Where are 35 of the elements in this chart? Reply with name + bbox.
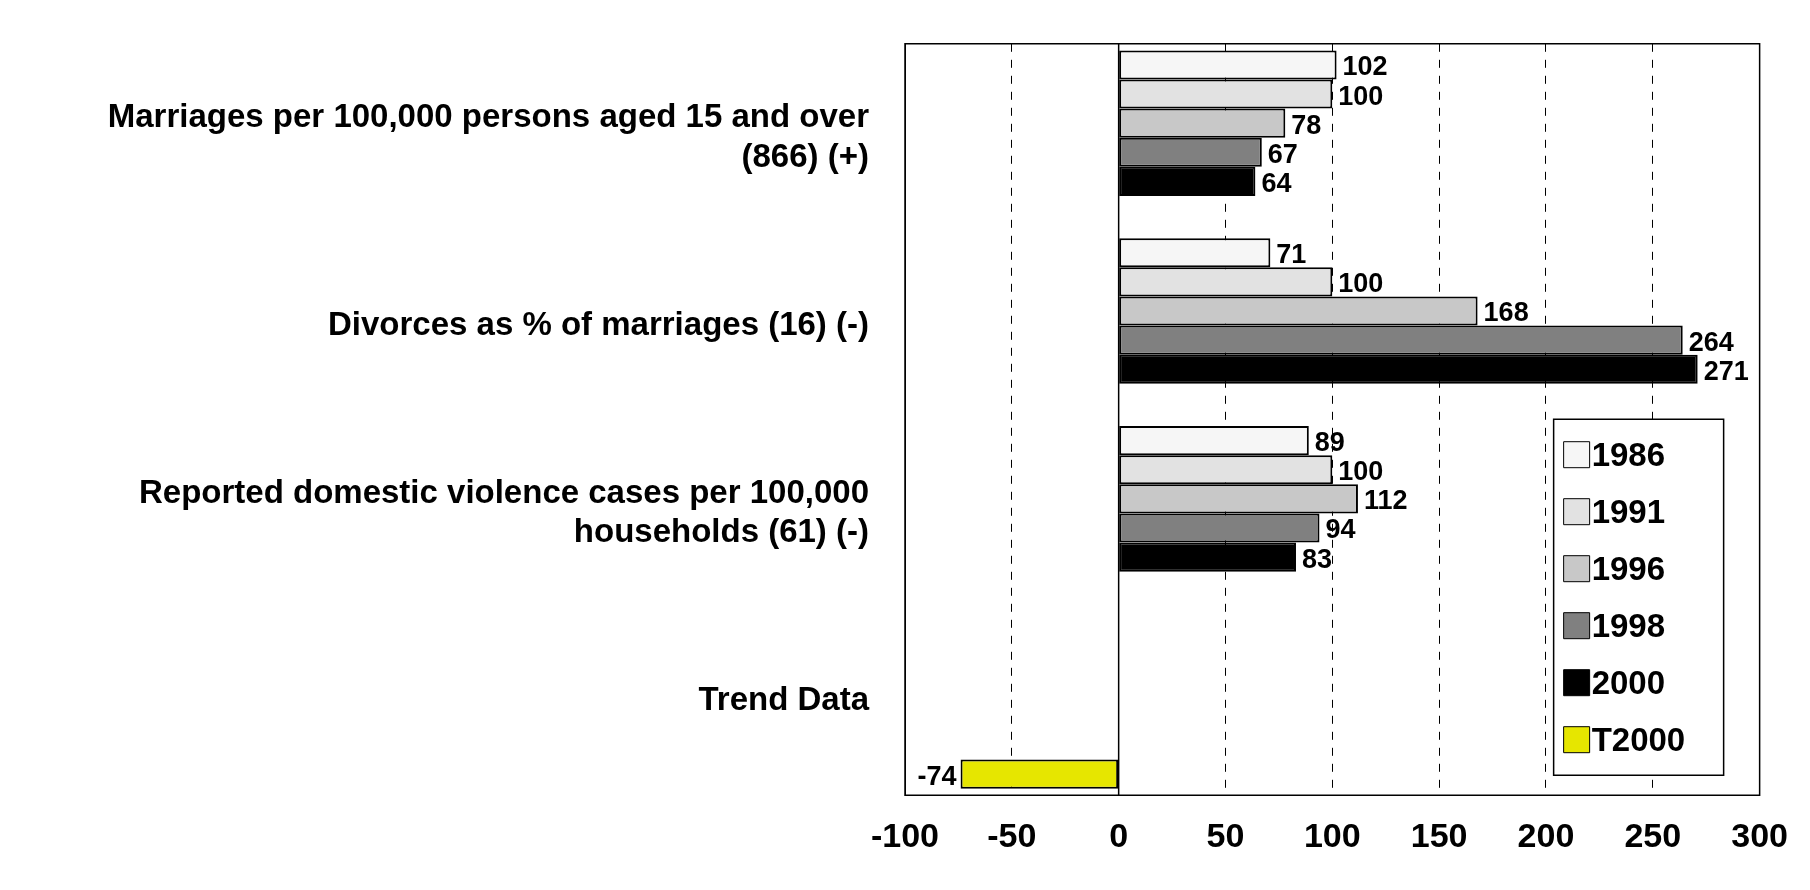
data-label: -74: [917, 760, 957, 791]
data-label: 83: [1302, 543, 1333, 574]
y-tick-label: Reported domestic violence cases per 100,000 households (61) (-): [138, 472, 869, 550]
data-label: 271: [1703, 355, 1749, 386]
x-tick-label: 100: [1303, 815, 1361, 854]
x-tick-label: -100: [870, 815, 940, 854]
data-label: 102: [1342, 51, 1388, 82]
data-label: 100: [1338, 268, 1384, 299]
data-label: 89: [1314, 427, 1345, 458]
data-label: 168: [1483, 297, 1529, 328]
data-label: 94: [1325, 514, 1356, 545]
data-label: 78: [1291, 109, 1322, 140]
data-label: 71: [1276, 239, 1307, 270]
data-label: 112: [1363, 485, 1408, 516]
legend-label: 2000: [1591, 663, 1666, 701]
x-tick-label: 50: [1206, 815, 1245, 854]
data-label: 67: [1267, 138, 1298, 169]
x-tick-label: 0: [1109, 815, 1129, 854]
x-tick-label: 300: [1731, 815, 1788, 854]
legend-label: 1996: [1591, 549, 1666, 587]
legend-label: 1986: [1591, 435, 1666, 473]
legend-label: T2000: [1591, 720, 1686, 758]
y-tick-label: Trend Data: [698, 680, 870, 718]
y-tick-label: Marriages per 100,000 persons aged 15 and over (866) (+): [107, 97, 870, 174]
x-tick-label: 250: [1624, 815, 1682, 854]
data-label: 264: [1688, 326, 1734, 357]
data-label: 100: [1338, 456, 1384, 487]
x-tick-label: 150: [1410, 815, 1468, 854]
data-label: 64: [1261, 167, 1292, 198]
x-tick-label: 200: [1517, 815, 1575, 854]
legend-label: 1991: [1591, 492, 1666, 530]
data-label: 100: [1338, 80, 1384, 111]
y-tick-label: Divorces as % of marriages (16) (-): [327, 304, 869, 342]
x-tick-label: -50: [987, 815, 1037, 854]
legend-label: 1998: [1591, 606, 1666, 644]
